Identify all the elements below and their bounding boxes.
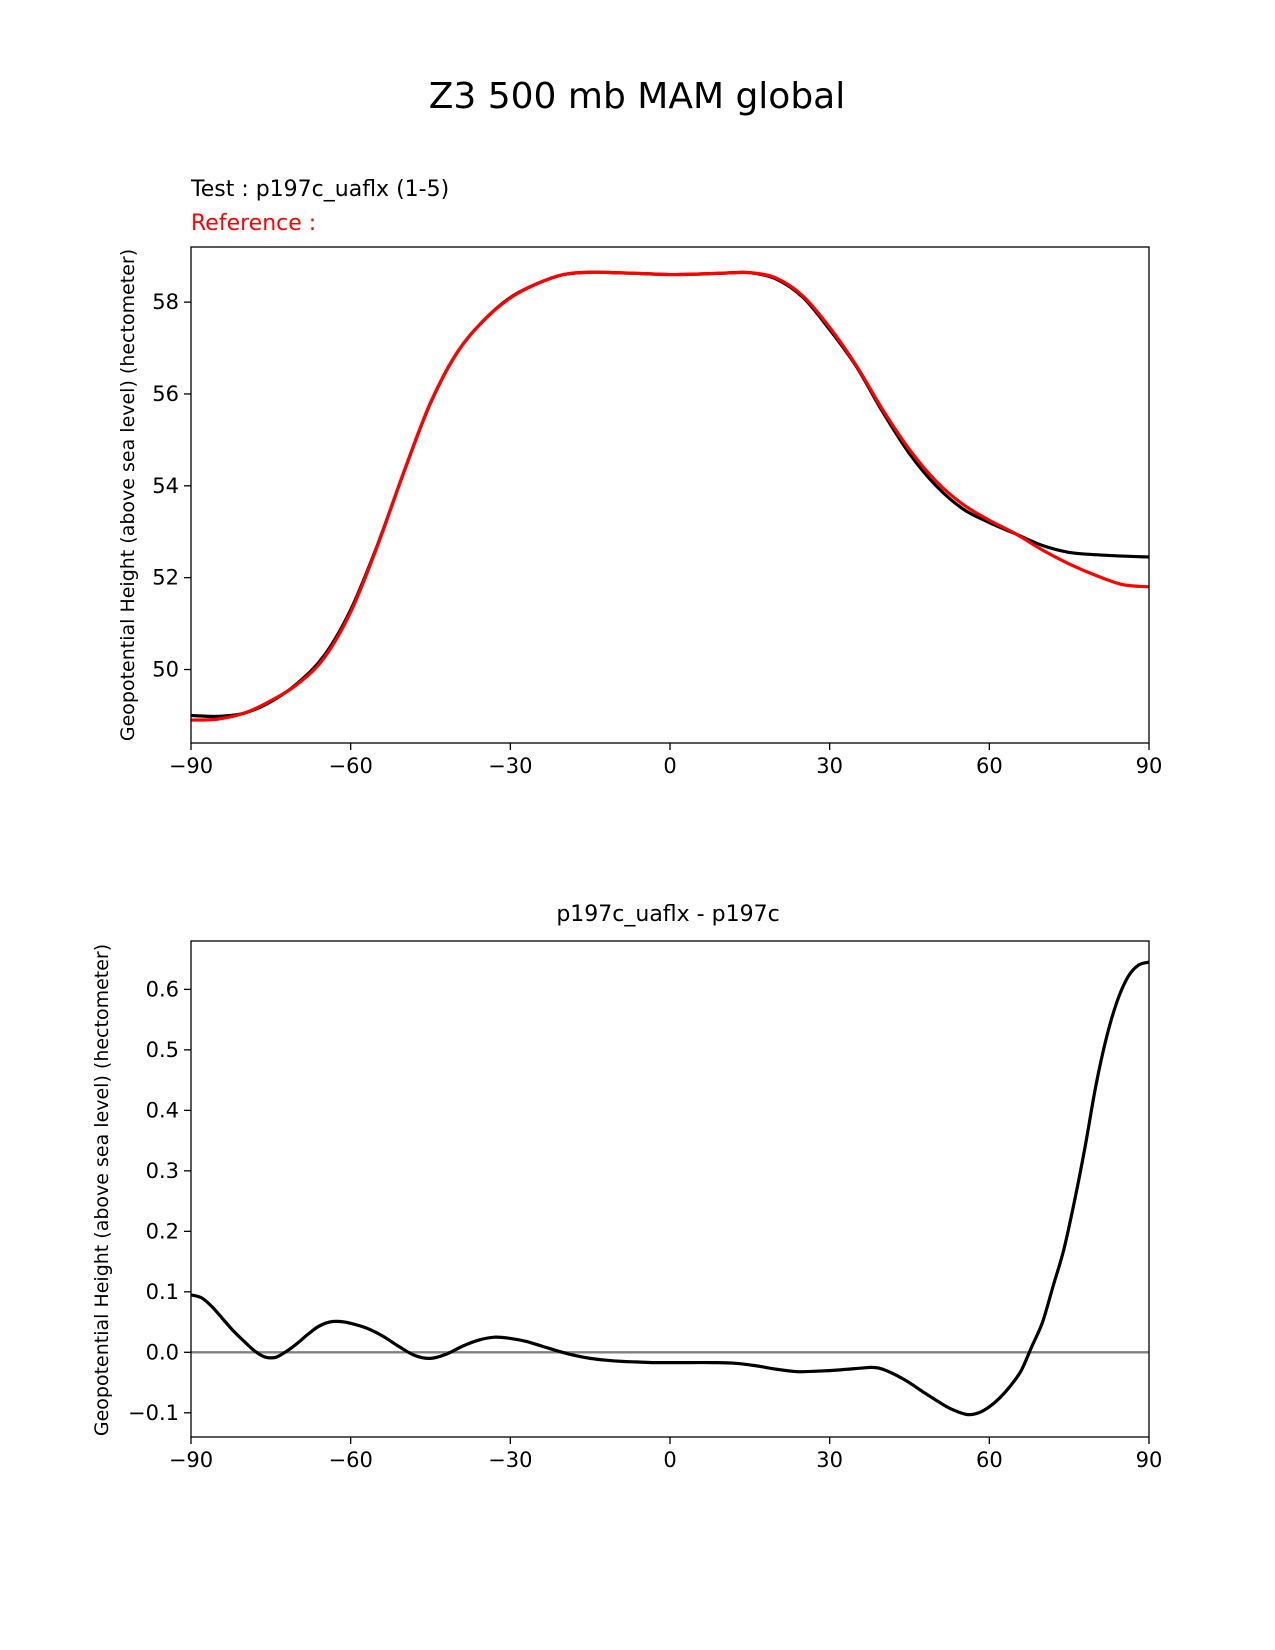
top-panel-xtick-label: 0 [663,754,676,778]
bottom-panel-ytick-label: 0.5 [146,1038,179,1062]
top-panel-ytick-label: 56 [152,382,179,406]
top-panel-ytick-label: 52 [152,566,179,590]
bottom-panel-ytick-label: 0.4 [146,1098,179,1122]
bottom-panel-ytick-label: 0.0 [146,1340,179,1364]
bottom-panel-title: p197c_uaflx - p197c [556,902,779,927]
bottom-panel-xtick-label: 90 [1136,1448,1163,1472]
bottom-panel-ytick-label: 0.2 [146,1219,179,1243]
top-panel-ytick-label: 58 [152,290,179,314]
bottom-panel-xtick-label: 60 [976,1448,1003,1472]
top-panel-xtick-label: −60 [329,754,373,778]
bottom-panel-ytick-label: 0.6 [146,977,179,1001]
bottom-panel: p197c_uaflx - p197c Geopotential Height … [91,902,1162,1472]
top-panel-xtick-label: −30 [488,754,532,778]
bottom-panel-ytick-label: 0.1 [146,1280,179,1304]
top-panel: Test : p197c_uaflx (1-5) Reference : Geo… [117,177,1162,778]
top-panel-test-title: Test : p197c_uaflx (1-5) [190,177,449,202]
bottom-panel-xtick-label: −60 [329,1448,373,1472]
bottom-panel-series-difference [191,960,1149,1417]
bottom-panel-xtick-label: −30 [488,1448,532,1472]
bottom-panel-ytick-label: −0.1 [128,1401,179,1425]
top-panel-ytick-label: 54 [152,474,179,498]
bottom-panel-xtick-label: 30 [816,1448,843,1472]
bottom-panel-xtick-label: −90 [169,1448,213,1472]
top-panel-xtick-label: −90 [169,754,213,778]
top-panel-ytick-label: 50 [152,658,179,682]
bottom-panel-xtick-label: 0 [663,1448,676,1472]
top-panel-xtick-label: 60 [976,754,1003,778]
bottom-panel-ylabel: Geopotential Height (above sea level) (h… [91,944,113,1436]
top-panel-reference-title: Reference : [191,211,316,236]
bottom-panel-plot-area [191,960,1149,1417]
top-panel-ylabel: Geopotential Height (above sea level) (h… [117,249,139,741]
figure-title: Z3 500 mb MAM global [429,76,846,117]
bottom-panel-ytick-label: 0.3 [146,1159,179,1183]
top-panel-plot-area [191,270,1149,722]
top-panel-xtick-label: 90 [1136,754,1163,778]
top-panel-series-reference [191,270,1149,722]
top-panel-xtick-label: 30 [816,754,843,778]
